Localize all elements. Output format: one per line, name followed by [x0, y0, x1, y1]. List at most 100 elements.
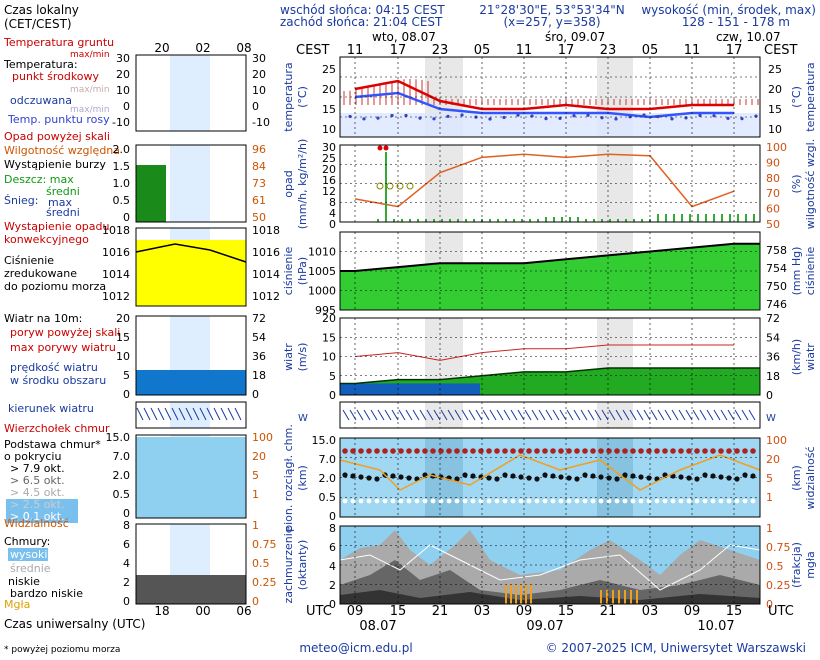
gust-line [354, 344, 734, 361]
cloud-top-dot [718, 448, 724, 454]
legend-wind-arrow [178, 407, 186, 421]
utc-label: UTC [306, 604, 332, 619]
cover-axis-title: zachmurzenie [282, 526, 295, 603]
temp-tick-left: 10 [322, 123, 336, 136]
hour-label: 05 [642, 43, 659, 58]
dew-point [740, 117, 744, 121]
wind-arrow [643, 409, 651, 421]
cloud-base-dot [710, 473, 716, 479]
cloud-top-dot [358, 448, 364, 454]
legend-middle: średnie [10, 562, 51, 575]
legend-precip-tick: 1.0 [113, 177, 131, 190]
cloud-base-dot [678, 474, 684, 480]
cloud-axis-title: pion. rozciągł. chm. [282, 424, 295, 532]
pressure-mm-tick: 750 [766, 280, 787, 293]
wind-kmh-tick: 0 [766, 389, 773, 402]
legend-precip-over: Opad powyżej skali [4, 130, 110, 143]
cloud-top-dot [678, 448, 684, 454]
legend-cloud-base1: Podstawa chmur* [4, 438, 101, 451]
wind-arrow [482, 409, 490, 421]
wind-arrow [405, 409, 413, 421]
cloud-low-dot [726, 498, 732, 504]
legend-time-title: Czas lokalny [4, 3, 79, 17]
legend-utc-tick: 06 [236, 604, 251, 618]
panel-frame [339, 144, 761, 223]
wind-arrow [538, 409, 546, 421]
legend-very-low: bardzo niskie [10, 587, 83, 600]
wind-tick: 5 [329, 370, 336, 383]
dew-point [418, 116, 422, 120]
legend-pressure-fill [136, 240, 246, 306]
legend-vis-tick: 5 [252, 469, 259, 482]
legend-okta-tick: 4 [123, 557, 130, 570]
legend-utc-title: Czas uniwersalny (UTC) [4, 617, 145, 631]
elevation-title: wysokość (min, środek, max) [641, 3, 816, 17]
wind-arrow [419, 409, 427, 421]
cloud-low-dot [382, 498, 388, 504]
wind-arrow [363, 409, 371, 421]
legend-wind-kmh-tick: 54 [252, 331, 266, 344]
pressure-line [340, 242, 760, 272]
legend-wind-kmh-tick: 18 [252, 369, 266, 382]
wind-arrow [468, 409, 476, 421]
fog-bar [520, 584, 522, 604]
wind-arrow [748, 409, 756, 421]
cloud-low-dot [646, 498, 652, 504]
wind-kmh-tick: 72 [766, 312, 780, 325]
wind-kmh-unit: (km/h) [790, 339, 803, 375]
legend-wind-tick: 5 [123, 369, 130, 382]
legend-fog-tick: 0.5 [252, 557, 270, 570]
legend-pressure-tick-right: 1016 [252, 246, 280, 259]
cloud-top-dot [566, 448, 572, 454]
wind-arrow [678, 409, 686, 421]
legend-vis-tick: 1 [252, 488, 259, 501]
wind-arrow [720, 409, 728, 421]
vis-tick: 5 [766, 472, 773, 485]
utc-hour: 03 [474, 604, 491, 619]
temp-tick-right: 25 [768, 63, 782, 76]
cloud-top-dot [574, 448, 580, 454]
cloud-top-dot [510, 448, 516, 454]
legend-wind-arrow [157, 407, 165, 421]
humid-tick: 70 [766, 187, 780, 200]
vis-axis-title: widzialność [804, 446, 817, 509]
cloud-top-dot [582, 448, 588, 454]
cloud-top-dot [750, 448, 756, 454]
legend-time-tick: 02 [195, 41, 210, 55]
storm-marker [377, 145, 383, 151]
cloud-top-dot [350, 448, 356, 454]
precip-tick: 8 [329, 196, 336, 209]
pressure-mm-title: ciśnienie [804, 247, 817, 296]
cover-axis-unit: (oktanty) [296, 540, 309, 591]
hour-label: 05 [474, 43, 491, 58]
convective-marker [376, 182, 384, 190]
storm-marker [383, 145, 389, 151]
sunrise-text: wschód słońca: 04:15 CEST [280, 3, 445, 17]
legend-temp-tick: 30 [116, 52, 130, 65]
cloud-base-dot [742, 472, 748, 478]
legend-perceived-sub: max/min [70, 105, 110, 115]
legend-low: niskie [8, 575, 40, 588]
dew-point [544, 117, 548, 121]
legend-fog: Mgła [4, 598, 30, 611]
legend-fog-tick: 0 [252, 595, 259, 608]
legend-night [170, 145, 210, 222]
cloud-low-dot [502, 498, 508, 504]
legend-gust-max: max porywy wiatru [10, 341, 116, 354]
cloud-top-dot [422, 448, 428, 454]
cloud-low-dot [350, 498, 356, 504]
cloud-low-dot [534, 498, 540, 504]
wind-arrow [636, 409, 644, 421]
legend-time-sub: (CET/CEST) [4, 17, 72, 31]
cloud-top-dot [518, 448, 524, 454]
dew-point [600, 116, 604, 120]
cloud-base-dot [590, 473, 596, 479]
cloud-base-dot [358, 474, 364, 480]
fog-tick: 1 [766, 522, 773, 535]
cloud-low-dot [374, 498, 380, 504]
panel-frame [339, 231, 761, 311]
legend-okta-tick: 2 [123, 576, 130, 589]
wind-arrow [510, 409, 518, 421]
legend-vis-tick: 100 [252, 431, 273, 444]
cloud-base-dot [566, 475, 572, 481]
